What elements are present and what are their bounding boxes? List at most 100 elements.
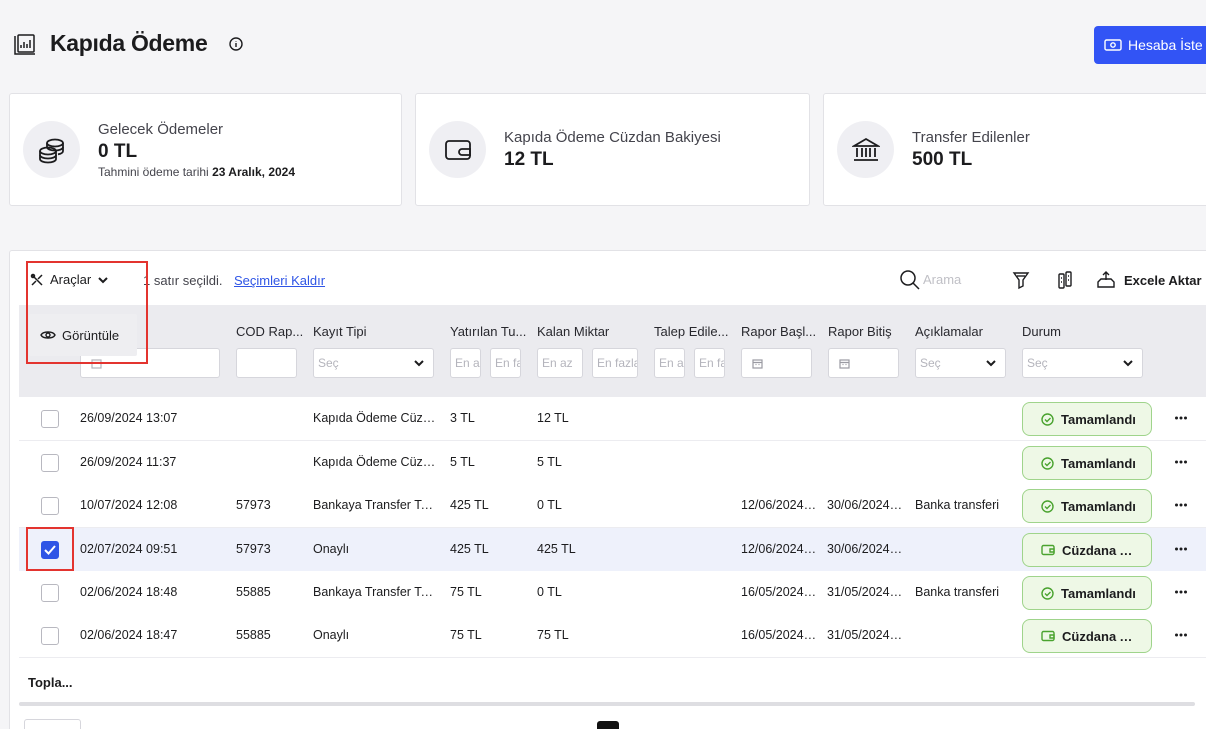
- cell-remaining: 0 TL: [537, 585, 562, 599]
- row-checkbox[interactable]: [41, 627, 59, 645]
- status-badge: Tamamlandı: [1022, 576, 1152, 610]
- cell-remaining: 12 TL: [537, 411, 569, 425]
- column-header-description[interactable]: Açıklamalar: [915, 324, 983, 339]
- cell-type: Kapıda Ödeme Cüzdan: [313, 455, 439, 469]
- chevron-down-icon: [98, 276, 108, 283]
- requested-max-filter[interactable]: En fazla: [694, 348, 725, 378]
- report-start-filter[interactable]: [741, 348, 812, 378]
- cell-deposited: 75 TL: [450, 585, 482, 599]
- wallet-balance-label: Kapıda Ödeme Cüzdan Bakiyesi: [504, 129, 721, 146]
- column-header-report-start[interactable]: Rapor Başl...: [741, 324, 817, 339]
- upcoming-payments-value: 0 TL: [98, 141, 138, 162]
- export-excel-button[interactable]: Excele Aktar: [1096, 270, 1202, 290]
- search-input[interactable]: [923, 272, 983, 287]
- row-checkbox[interactable]: [41, 497, 59, 515]
- bank-icon: [851, 137, 880, 161]
- status-label: Cüzdana Aktarıldı: [1062, 542, 1140, 558]
- upcoming-payments-card: Gelecek Ödemeler 0 TL Tahmini ödeme tari…: [9, 93, 402, 206]
- row-more-icon[interactable]: [1174, 585, 1188, 599]
- table-row[interactable]: 26/09/2024 13:07 Kapıda Ödeme Cüzdan 3 TL 1…: [19, 397, 1206, 441]
- cell-type: Kapıda Ödeme Cüzdan: [313, 411, 439, 425]
- column-header-remaining[interactable]: Kalan Miktar: [537, 324, 610, 339]
- type-filter-select[interactable]: Seç: [313, 348, 434, 378]
- table-row[interactable]: 10/07/2024 12:08 57973 Bankaya Transfer Ta…: [19, 484, 1206, 528]
- upcoming-payments-label: Gelecek Ödemeler: [98, 121, 224, 138]
- row-checkbox[interactable]: [41, 454, 59, 472]
- type-filter-value: Seç: [318, 356, 339, 370]
- report-end-filter[interactable]: [828, 348, 899, 378]
- row-more-icon[interactable]: [1174, 628, 1188, 642]
- description-filter-select[interactable]: Seç: [915, 348, 1006, 378]
- export-icon: [1097, 271, 1115, 288]
- page-size-select[interactable]: [24, 719, 81, 729]
- deposited-max-filter[interactable]: En fazla: [490, 348, 521, 378]
- selected-rows-info: 1 satır seçildi.: [143, 273, 223, 288]
- filter-icon[interactable]: [1012, 270, 1030, 290]
- cell-remaining: 0 TL: [537, 498, 562, 512]
- status-label: Cüzdana Aktarıldı: [1062, 628, 1140, 644]
- row-more-icon[interactable]: [1174, 542, 1188, 556]
- cell-date: 10/07/2024 12:08: [80, 498, 178, 512]
- cell-report-end: 30/06/2024 23:59: [827, 542, 905, 556]
- status-badge: Tamamlandı: [1022, 489, 1152, 523]
- cell-type: Onaylı: [313, 542, 350, 556]
- status-filter-select[interactable]: Seç: [1022, 348, 1143, 378]
- column-header-cod[interactable]: COD Rap...: [236, 324, 304, 339]
- more-dots-icon: [1175, 460, 1187, 464]
- status-badge: Cüzdana Aktarıldı: [1022, 533, 1152, 567]
- row-more-icon[interactable]: [1174, 498, 1188, 512]
- column-header-type[interactable]: Kayıt Tipi: [313, 324, 367, 339]
- cell-cod: 55885: [236, 585, 271, 599]
- cell-remaining: 5 TL: [537, 455, 562, 469]
- table-row[interactable]: 02/06/2024 18:47 55885 Onaylı 75 TL 75 TL 16/…: [19, 614, 1206, 658]
- clear-selection-link[interactable]: Seçimleri Kaldır: [234, 273, 326, 288]
- cell-date: 02/07/2024 09:51: [80, 542, 178, 556]
- columns-settings-icon[interactable]: [1057, 270, 1073, 290]
- table-row[interactable]: 26/09/2024 11:37 Kapıda Ödeme Cüzdan 5 TL 5…: [19, 441, 1206, 485]
- tools-dropdown-button[interactable]: Araçlar: [30, 272, 109, 287]
- remaining-max-filter[interactable]: En fazla: [592, 348, 638, 378]
- pagination-current-page[interactable]: [597, 721, 619, 729]
- row-checkbox[interactable]: [41, 584, 59, 602]
- row-more-icon[interactable]: [1174, 455, 1188, 469]
- eye-icon: [40, 331, 56, 339]
- horizontal-scrollbar[interactable]: [19, 702, 1195, 706]
- row-checkbox[interactable]: [41, 410, 59, 428]
- table-row[interactable]: 02/06/2024 18:48 55885 Bankaya Transfer Ta…: [19, 571, 1206, 615]
- column-header-deposited[interactable]: Yatırılan Tu...: [450, 324, 527, 339]
- search-icon[interactable]: [899, 269, 921, 291]
- check-circle-icon: [1041, 412, 1054, 426]
- cell-date: 02/06/2024 18:47: [80, 628, 178, 642]
- status-label: Tamamlandı: [1061, 455, 1136, 471]
- table-row[interactable]: 02/07/2024 09:51 57973 Onaylı 425 TL 425 TL 1…: [19, 528, 1206, 572]
- check-icon: [44, 545, 56, 555]
- cell-type: Onaylı: [313, 628, 350, 642]
- cell-deposited: 425 TL: [450, 498, 489, 512]
- cell-remaining: 75 TL: [537, 628, 569, 642]
- row-checkbox[interactable]: [41, 541, 59, 559]
- check-circle-icon: [1041, 499, 1054, 513]
- remaining-min-filter[interactable]: En az: [537, 348, 583, 378]
- calendar-icon: [91, 358, 102, 369]
- column-header-report-end[interactable]: Rapor Bitiş: [828, 324, 892, 339]
- cell-report-start: 16/05/2024 00:00: [741, 585, 819, 599]
- column-header-requested[interactable]: Talep Edile...: [654, 324, 729, 339]
- request-to-account-button[interactable]: Hesaba İste: [1094, 26, 1206, 64]
- more-dots-icon: [1175, 633, 1187, 637]
- info-icon[interactable]: [229, 37, 243, 51]
- cell-deposited: 75 TL: [450, 628, 482, 642]
- check-circle-icon: [1041, 456, 1054, 470]
- column-header-status[interactable]: Durum: [1022, 324, 1062, 339]
- status-badge: Tamamlandı: [1022, 402, 1152, 436]
- cod-filter[interactable]: [236, 348, 297, 378]
- row-more-icon[interactable]: [1174, 411, 1188, 425]
- requested-min-filter[interactable]: En az: [654, 348, 685, 378]
- transferred-card: Transfer Edilenler 500 TL: [823, 93, 1206, 206]
- report-icon: [14, 34, 35, 55]
- calendar-icon: [752, 358, 763, 369]
- tools-menu-view-item[interactable]: Görüntüle: [29, 314, 137, 356]
- deposited-min-filter[interactable]: En az: [450, 348, 481, 378]
- total-label: Topla...: [28, 675, 73, 690]
- cell-deposited: 3 TL: [450, 411, 475, 425]
- cell-cod: 55885: [236, 628, 271, 642]
